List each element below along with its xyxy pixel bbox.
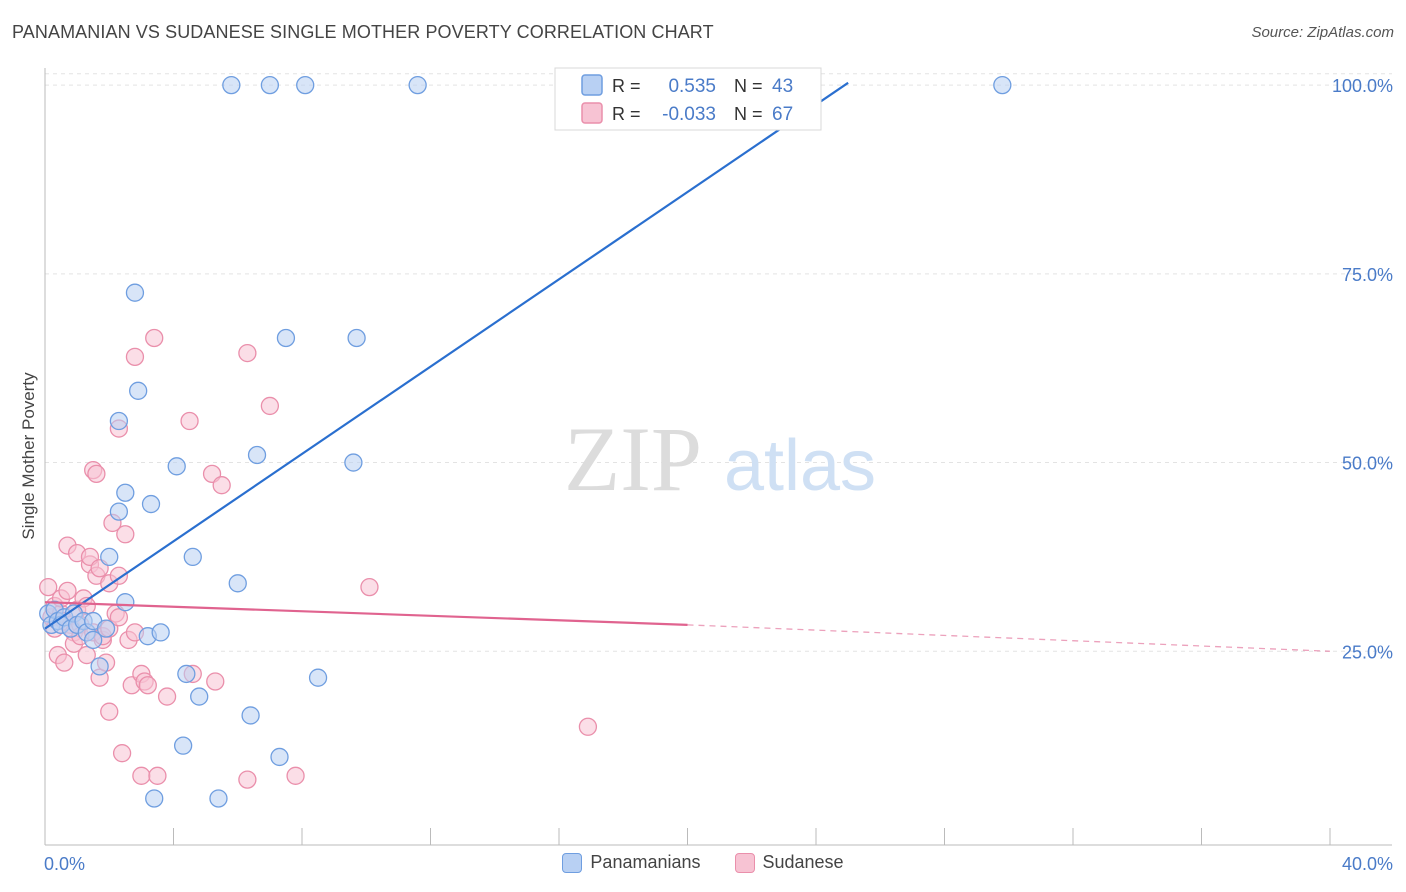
trend-layer xyxy=(44,81,1331,652)
y-tick-label: 100.0% xyxy=(1332,76,1393,96)
point-panamanians xyxy=(145,789,164,808)
point-sudanese xyxy=(206,672,225,691)
point-panamanians xyxy=(270,747,289,767)
stats-n-label-2: N = xyxy=(734,104,763,124)
point-sudanese xyxy=(116,525,135,544)
trendline-sudanese-extension xyxy=(687,624,1331,652)
point-panamanians xyxy=(109,502,129,521)
point-panamanians xyxy=(129,381,148,400)
point-sudanese xyxy=(238,770,257,789)
y-axis-label: Single Mother Poverty xyxy=(19,372,38,540)
point-sudanese xyxy=(578,717,598,736)
legend-label-panamanians: Panamanians xyxy=(590,852,701,872)
point-panamanians xyxy=(344,453,363,472)
trendline-panamanians xyxy=(44,81,849,630)
point-panamanians xyxy=(116,483,135,502)
point-panamanians xyxy=(125,283,145,302)
stats-r-value-2: -0.033 xyxy=(662,104,716,125)
point-panamanians xyxy=(209,789,228,808)
watermark-zip: ZIP xyxy=(564,408,702,510)
point-panamanians xyxy=(190,687,209,706)
point-sudanese xyxy=(125,347,145,367)
source-label: Source: ZipAtlas.com xyxy=(1251,24,1394,41)
legend-item-sudanese[interactable]: Sudanese xyxy=(734,852,844,873)
point-panamanians xyxy=(260,75,280,95)
point-panamanians xyxy=(993,75,1012,95)
point-sudanese xyxy=(58,581,77,601)
point-panamanians xyxy=(116,593,135,612)
point-panamanians xyxy=(183,547,202,567)
point-panamanians xyxy=(151,623,170,642)
legend-item-panamanians[interactable]: Panamanians xyxy=(562,852,701,873)
stats-legend-swatch-pink xyxy=(581,102,603,124)
point-panamanians xyxy=(347,328,366,348)
point-panamanians xyxy=(276,328,296,348)
legend-swatch-sudanese xyxy=(734,852,755,873)
point-panamanians xyxy=(228,574,247,593)
point-panamanians xyxy=(84,630,103,650)
watermark-atlas: atlas xyxy=(724,426,876,506)
stats-n-label-1: N = xyxy=(734,76,763,96)
point-sudanese xyxy=(286,766,305,785)
point-sudanese xyxy=(148,766,167,785)
stats-r-label-1: R = xyxy=(612,76,641,96)
point-sudanese xyxy=(212,476,231,495)
point-sudanese xyxy=(360,577,379,597)
x-tick-label: 0.0% xyxy=(44,854,85,874)
point-panamanians xyxy=(247,445,267,465)
point-panamanians xyxy=(296,75,315,95)
point-sudanese xyxy=(87,464,106,484)
point-sudanese xyxy=(260,396,280,416)
point-panamanians xyxy=(241,706,260,725)
point-sudanese xyxy=(55,653,74,672)
point-panamanians xyxy=(167,457,186,476)
point-panamanians xyxy=(100,547,119,567)
legend-swatch-panamanians xyxy=(562,852,583,873)
point-panamanians xyxy=(308,668,328,687)
point-panamanians xyxy=(408,75,427,95)
point-sudanese xyxy=(100,702,119,721)
point-panamanians xyxy=(96,619,116,638)
stats-n-value-2: 67 xyxy=(772,104,793,125)
x-tick-label: 40.0% xyxy=(1342,854,1393,874)
y-tick-label: 50.0% xyxy=(1342,454,1393,474)
point-sudanese xyxy=(109,608,129,627)
legend-label-sudanese: Sudanese xyxy=(762,852,844,872)
point-panamanians xyxy=(141,494,161,514)
point-panamanians xyxy=(222,75,241,95)
axis-layer: 25.0% 50.0% 75.0% 100.0% 0.0% 40.0% xyxy=(44,68,1393,874)
grid-layer xyxy=(45,73,1392,652)
stats-r-value-1: 0.535 xyxy=(668,76,716,97)
point-panamanians xyxy=(109,411,129,431)
y-tick-label: 25.0% xyxy=(1342,642,1393,662)
point-panamanians xyxy=(90,657,109,676)
point-sudanese xyxy=(39,577,58,597)
point-sudanese xyxy=(138,676,157,695)
stats-legend-swatch-blue xyxy=(581,74,603,96)
point-sudanese xyxy=(112,744,132,763)
point-panamanians xyxy=(177,664,196,684)
point-sudanese xyxy=(145,328,164,348)
point-sudanese xyxy=(238,343,257,363)
point-sudanese xyxy=(77,645,96,665)
y-tick-label: 75.0% xyxy=(1342,265,1393,285)
series-legend: Panamanians Sudanese xyxy=(0,852,1406,873)
point-panamanians xyxy=(173,736,193,755)
stats-legend: R = 0.535 N = 43 R = -0.033 N = 67 xyxy=(554,67,822,131)
chart-title: PANAMANIAN VS SUDANESE SINGLE MOTHER POV… xyxy=(12,22,714,42)
point-sudanese xyxy=(180,411,199,431)
trendline-sudanese xyxy=(44,601,688,626)
point-sudanese xyxy=(157,687,177,706)
point-sudanese xyxy=(132,766,151,785)
stats-n-value-1: 43 xyxy=(772,76,793,97)
stats-r-label-2: R = xyxy=(612,104,641,124)
